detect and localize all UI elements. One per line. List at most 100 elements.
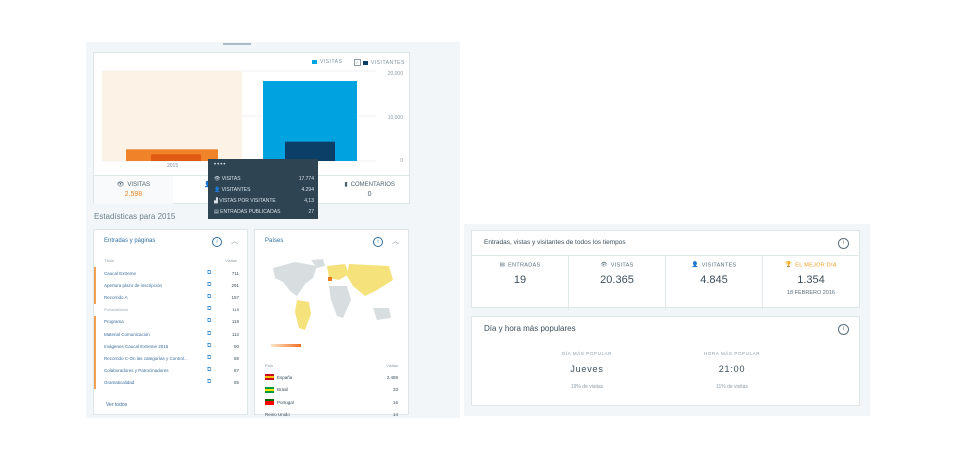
- post-title[interactable]: Programa: [104, 319, 124, 325]
- external-link-icon[interactable]: ⧉: [207, 367, 212, 374]
- col-views: Visitas: [386, 363, 398, 368]
- external-link-icon[interactable]: ⧉: [207, 306, 212, 313]
- tab-indicator: [223, 43, 251, 45]
- tooltip-label: VISTAS POR VISITANTE: [219, 198, 276, 204]
- list-item[interactable]: Gramaticalidad ⧉ 85: [94, 376, 247, 389]
- country-row[interactable]: España 2.488: [265, 374, 398, 380]
- popular-card: Día y hora más populares i DÍA MÁS POPUL…: [471, 316, 860, 406]
- tooltip-label: VISITAS: [221, 176, 241, 182]
- tooltip-value: 27: [308, 209, 314, 215]
- tab-comentarios[interactable]: ▮ COMENTARIOS 0: [330, 176, 409, 204]
- legend-visitas-label: VISITAS: [320, 59, 343, 65]
- list-item[interactable]: Material Comunicación ⧉ 112: [94, 327, 247, 341]
- bar-visitantes[interactable]: [151, 154, 201, 161]
- stat-best-day: 🏆 EL MEJOR DÍA 1.354 18 FEBRERO 2016: [763, 256, 859, 310]
- list-item[interactable]: Portada/inicio ⧉ 119: [94, 303, 247, 316]
- tab-comentarios-value: 0: [367, 191, 372, 199]
- list-item[interactable]: Caucal Extreme ⧉ 711: [94, 267, 247, 280]
- col-country: País: [265, 363, 274, 368]
- external-link-icon[interactable]: ⧉: [207, 354, 212, 361]
- country-views: 33: [392, 387, 398, 392]
- post-title[interactable]: Apertura plazo de inscripción: [104, 282, 163, 288]
- list-item[interactable]: Colaboradores y Patrocinadores ⧉ 87: [94, 364, 247, 377]
- external-link-icon[interactable]: ⧉: [207, 293, 212, 300]
- popular-hour-label: HORA MÁS POPULAR: [703, 351, 761, 356]
- stat-value: 1.354: [797, 274, 825, 287]
- post-title[interactable]: Colaboradores y Patrocinadores: [104, 368, 169, 374]
- x-axis-label: 2015: [167, 163, 179, 169]
- country-views: 2.488: [386, 374, 398, 380]
- tooltip-label: ENTRADAS PUBLICADAS: [220, 209, 281, 215]
- post-views: 157: [231, 294, 239, 300]
- posts-list: Caucal Extreme ⧉ 711 Apertura plazo de insc…: [94, 267, 247, 389]
- post-title[interactable]: Portada/inicio: [104, 307, 129, 313]
- posts-title[interactable]: Entradas y páginas: [104, 238, 156, 244]
- stat-sub: 18 FEBRERO 2016: [787, 290, 835, 297]
- tab-visitas-value: 2.598: [124, 191, 143, 199]
- post-views: 711: [231, 270, 239, 276]
- country-row[interactable]: Brasil 33: [265, 386, 398, 393]
- post-title[interactable]: Gramaticalidad: [104, 380, 135, 386]
- eye-icon: 👁: [214, 176, 222, 182]
- popular-title: Día y hora más populares: [484, 324, 576, 333]
- post-title[interactable]: Recorrido A: [104, 294, 128, 300]
- tooltip-row: ▟ VISTAS POR VISITANTE 4,13: [214, 198, 314, 204]
- popular-hour-value: 21:00: [718, 364, 746, 374]
- post-title[interactable]: Material Comunicación: [104, 331, 150, 337]
- greenland-shape: [311, 259, 325, 268]
- tooltip-value: 17.774: [298, 176, 314, 182]
- user-icon: 👤: [691, 262, 699, 268]
- tab-visitas[interactable]: 👁 VISITAS 2.598: [94, 176, 173, 204]
- section-title: Estadísticas para 2015: [94, 212, 176, 221]
- tab-comentarios-label: COMENTARIOS: [350, 182, 395, 189]
- external-link-icon[interactable]: ⧉: [207, 330, 212, 337]
- world-map[interactable]: [265, 256, 400, 341]
- list-item[interactable]: Recorrido C-On las categorías y Control.…: [94, 352, 247, 365]
- tooltip-row: 👁 VISITAS 17.774: [214, 176, 314, 182]
- list-item[interactable]: Imágenes Caucal Extreme 2015 ⧉ 90: [94, 340, 247, 353]
- chevron-up-icon[interactable]: ︿: [231, 238, 238, 245]
- list-item[interactable]: Recorrido A ⧉ 157: [94, 291, 247, 304]
- country-name: Reino Unido: [265, 411, 290, 417]
- selected-column[interactable]: [102, 71, 242, 161]
- list-item[interactable]: Apertura plazo de inscripción ⧉ 291: [94, 279, 247, 292]
- posts-icon: ▤: [499, 262, 506, 268]
- country-name: Brasil: [277, 387, 289, 392]
- post-title[interactable]: Caucal Extreme: [104, 270, 137, 276]
- info-icon[interactable]: i: [838, 238, 849, 249]
- post-title[interactable]: Imágenes Caucal Extreme 2015: [104, 343, 169, 349]
- stat-value: 20.365: [600, 274, 634, 287]
- bar-chart[interactable]: [94, 53, 411, 175]
- external-link-icon[interactable]: ⧉: [207, 269, 212, 276]
- australia-shape: [373, 308, 391, 320]
- alltime-title: Entradas, vistas y visitantes de todos l…: [484, 239, 626, 246]
- legend-visitantes[interactable]: ✓ VISITANTES: [354, 59, 405, 66]
- external-link-icon[interactable]: ⧉: [207, 281, 212, 288]
- user-icon: 👤: [204, 181, 211, 188]
- info-icon[interactable]: i: [373, 237, 383, 247]
- see-all-link[interactable]: Ver todos: [106, 402, 128, 408]
- popular-hour-pct: 11% de visitas: [716, 384, 748, 390]
- external-link-icon[interactable]: ⧉: [207, 342, 212, 349]
- tooltip-value: 4,13: [304, 198, 314, 204]
- tooltip-value: 4.294: [301, 187, 314, 193]
- external-link-icon[interactable]: ⧉: [207, 379, 212, 386]
- user-icon: 👤: [214, 187, 222, 193]
- bar-visitantes[interactable]: [285, 141, 335, 161]
- countries-title[interactable]: Países: [265, 238, 284, 244]
- info-icon[interactable]: i: [212, 237, 222, 247]
- post-views: 118: [231, 319, 239, 325]
- list-item[interactable]: Programa ⧉ 118: [94, 315, 247, 328]
- bars-icon: ▟: [214, 198, 220, 204]
- checkbox-icon[interactable]: ✓: [354, 59, 361, 66]
- info-icon[interactable]: i: [838, 324, 849, 335]
- chevron-up-icon[interactable]: ︿: [392, 238, 399, 245]
- alltime-card: Entradas, vistas y visitantes de todos l…: [471, 230, 860, 310]
- country-row[interactable]: Reino Unido 14: [265, 412, 398, 417]
- post-views: 87: [233, 368, 239, 374]
- post-title[interactable]: Recorrido C-On las categorías y Control.…: [104, 355, 188, 361]
- country-row[interactable]: Portugal 16: [265, 399, 398, 405]
- legend-visitas[interactable]: VISITAS: [312, 59, 342, 65]
- post-views: 88: [233, 355, 239, 361]
- external-link-icon[interactable]: ⧉: [207, 318, 212, 325]
